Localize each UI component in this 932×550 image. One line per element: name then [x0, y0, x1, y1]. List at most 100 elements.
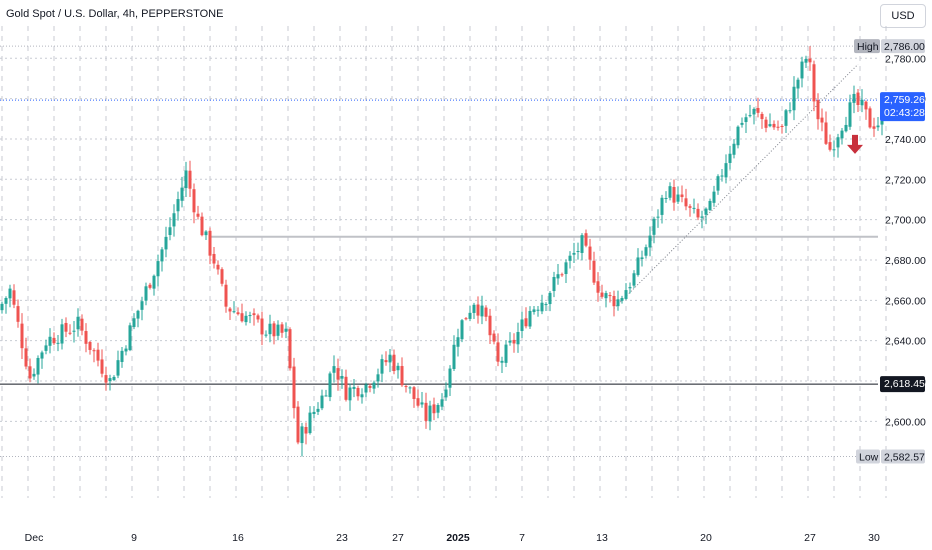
- trendline: [613, 63, 859, 309]
- y-tick-label: 2,600.00: [885, 416, 926, 428]
- candle-body: [220, 269, 224, 284]
- high-tag-box: [854, 39, 880, 54]
- candle-body: [756, 108, 760, 113]
- candle-body: [260, 318, 264, 335]
- candle-body: [340, 376, 344, 379]
- x-tick-label: 20: [700, 532, 712, 544]
- high-value-box: [881, 39, 925, 54]
- candle-body: [84, 331, 88, 344]
- candle-body: [476, 304, 480, 316]
- candle-body: [468, 312, 472, 319]
- candle-body: [492, 333, 496, 342]
- candle-body: [72, 330, 76, 332]
- candle-body: [268, 323, 272, 335]
- x-tick-label: 27: [804, 532, 816, 544]
- candle-body: [0, 303, 4, 311]
- candle-body: [792, 86, 796, 111]
- candle-body: [420, 402, 424, 405]
- candle-body: [108, 378, 112, 382]
- candle-body: [40, 352, 44, 359]
- current-price-text: 02:43:28: [884, 107, 925, 119]
- candle-body: [432, 404, 436, 414]
- candle-body: [876, 125, 880, 128]
- candle-body: [696, 208, 700, 218]
- candle-body: [608, 295, 612, 297]
- currency-button[interactable]: USD: [880, 4, 926, 28]
- candle-body: [556, 274, 560, 279]
- candle-body: [120, 350, 124, 362]
- candle-body: [304, 427, 308, 434]
- candle-body: [372, 382, 376, 389]
- candle-body: [676, 194, 680, 202]
- candle-body: [312, 411, 316, 415]
- candle-body: [436, 405, 440, 413]
- candle-body: [652, 218, 656, 235]
- candle-body: [360, 394, 364, 398]
- candle-body: [124, 348, 128, 352]
- candle-body: [400, 366, 404, 386]
- candle-body: [80, 318, 84, 331]
- candle-body: [336, 368, 340, 380]
- candle-body: [144, 286, 148, 301]
- y-tick-label: 2,780.00: [885, 53, 926, 65]
- candle-body: [452, 344, 456, 369]
- candle-body: [576, 250, 580, 252]
- candle-body: [568, 255, 572, 261]
- candle-body: [672, 186, 676, 203]
- candle-body: [208, 230, 212, 256]
- candle-body: [116, 360, 120, 376]
- candle-body: [580, 235, 584, 253]
- grid-layer: [0, 26, 887, 498]
- candle-body: [132, 318, 136, 327]
- candle-body: [600, 292, 604, 297]
- candle-body: [448, 368, 452, 388]
- x-tick-label: 7: [519, 532, 525, 544]
- candle-body: [408, 387, 412, 389]
- candle-body: [140, 301, 144, 310]
- candle-body: [644, 247, 648, 256]
- y-tick-label: 2,680.00: [885, 255, 926, 267]
- candle-body: [284, 328, 288, 332]
- candle-body: [848, 102, 852, 127]
- low-value-text: 2,582.57: [884, 452, 925, 464]
- candle-body: [692, 207, 696, 209]
- support-price-text: 2,618.45: [884, 378, 925, 390]
- candle-body: [552, 277, 556, 292]
- candle-body: [464, 318, 468, 320]
- candle-body: [8, 288, 12, 299]
- candle-body: [620, 298, 624, 301]
- candle-body: [352, 386, 356, 389]
- candle-body: [36, 357, 40, 375]
- candle-body: [52, 337, 56, 344]
- low-tag-label: Low: [859, 452, 879, 464]
- candle-body: [592, 260, 596, 283]
- y-tick-label: 2,720.00: [885, 174, 926, 186]
- candle-body: [248, 315, 252, 317]
- candle-body: [240, 313, 244, 322]
- current-price-box: [880, 92, 925, 122]
- candle-body: [180, 187, 184, 201]
- candle-body: [788, 110, 792, 112]
- candle-body: [872, 126, 876, 129]
- chart-title: Gold Spot / U.S. Dollar, 4h, PEPPERSTONE: [6, 8, 224, 20]
- candle-body: [656, 216, 660, 218]
- candle-body: [784, 110, 788, 126]
- candle-body: [192, 189, 196, 213]
- candle-body: [708, 200, 712, 210]
- candle-body: [648, 235, 652, 248]
- candle-body: [88, 341, 92, 350]
- candle-body: [196, 213, 200, 217]
- candle-body: [104, 375, 108, 383]
- candle-body: [160, 249, 164, 262]
- candle-body: [752, 108, 756, 115]
- candle-body: [176, 199, 180, 212]
- candle-body: [384, 360, 388, 363]
- candle-body: [112, 376, 116, 380]
- x-tick-label: 13: [596, 532, 608, 544]
- candle-body: [544, 304, 548, 306]
- candle-body: [244, 315, 248, 323]
- candle-body: [32, 373, 36, 377]
- candle-body: [172, 213, 176, 227]
- candles-layer: [0, 46, 884, 457]
